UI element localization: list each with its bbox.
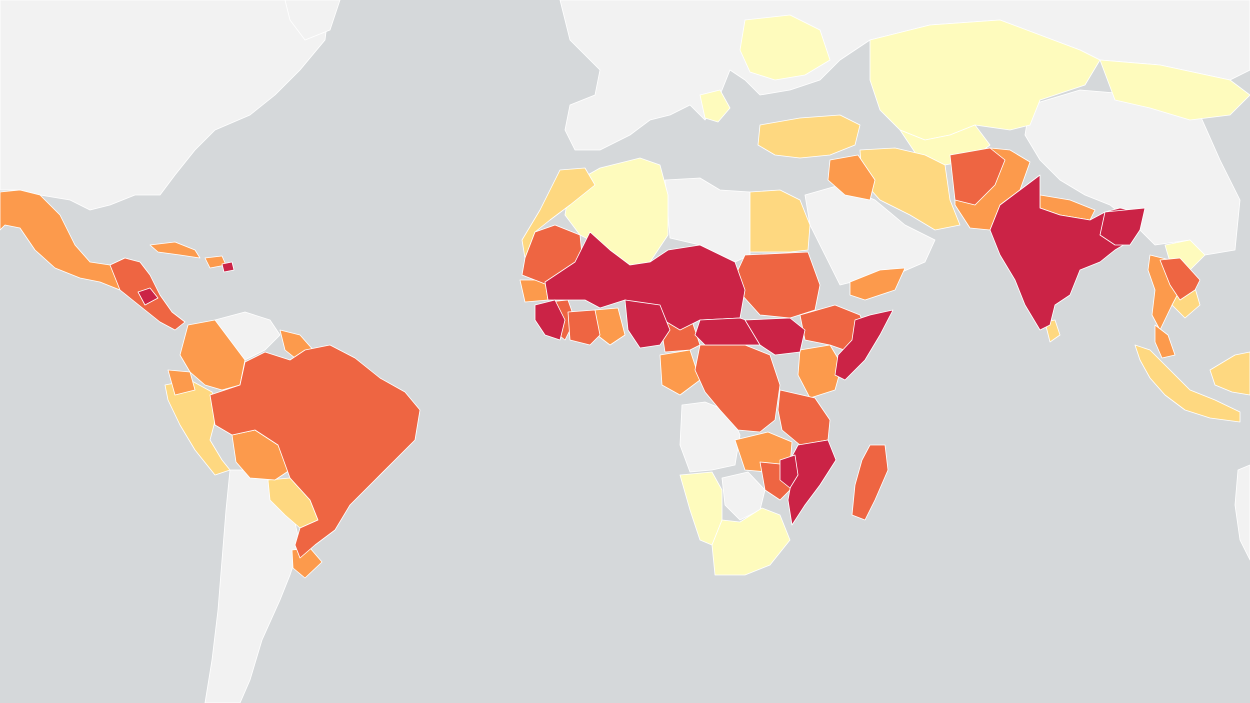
class-5-countries <box>137 174 1146 526</box>
country-australia[interactable] <box>1234 464 1250 561</box>
country-turkey[interactable] <box>757 114 861 159</box>
country-malawi[interactable] <box>779 454 799 489</box>
country-greenland[interactable] <box>284 0 341 41</box>
country-indonesia[interactable] <box>1134 344 1241 423</box>
country-angola[interactable] <box>679 401 741 473</box>
country-balkans[interactable] <box>699 89 731 123</box>
country-guinea[interactable] <box>534 299 566 341</box>
country-ukraine[interactable] <box>739 14 831 81</box>
country-vietnam-laos[interactable] <box>1159 257 1201 301</box>
country-haiti[interactable] <box>221 261 235 273</box>
country-iran[interactable] <box>859 147 961 231</box>
country-iraq-syria[interactable] <box>827 154 876 201</box>
country-south-africa[interactable] <box>711 507 791 576</box>
class-2-countries <box>164 114 1250 529</box>
country-ecuador[interactable] <box>167 369 196 396</box>
country-colombia[interactable] <box>179 319 246 391</box>
country-cote-divoire[interactable] <box>567 309 601 346</box>
country-borneo[interactable] <box>1209 351 1250 396</box>
country-south-sudan[interactable] <box>744 317 806 356</box>
country-malaysia[interactable] <box>1154 324 1176 359</box>
country-morocco-sahara[interactable] <box>521 167 596 259</box>
country-somalia[interactable] <box>834 309 894 381</box>
country-yemen[interactable] <box>849 267 906 301</box>
country-brazil[interactable] <box>209 344 421 559</box>
country-cameroon-gabon[interactable] <box>659 349 701 396</box>
country-nigeria[interactable] <box>624 299 671 349</box>
country-egypt[interactable] <box>749 189 811 253</box>
country-cuba[interactable] <box>149 241 201 259</box>
country-madagascar[interactable] <box>851 444 889 521</box>
country-kazakhstan-region[interactable] <box>869 19 1101 141</box>
country-bangladesh-myanmar[interactable] <box>1099 207 1146 246</box>
country-honduras[interactable] <box>137 287 159 306</box>
country-mongolia[interactable] <box>1099 59 1250 121</box>
class-4-countries <box>109 147 1201 559</box>
country-afghanistan-east[interactable] <box>949 147 1006 206</box>
country-drc[interactable] <box>694 344 781 433</box>
